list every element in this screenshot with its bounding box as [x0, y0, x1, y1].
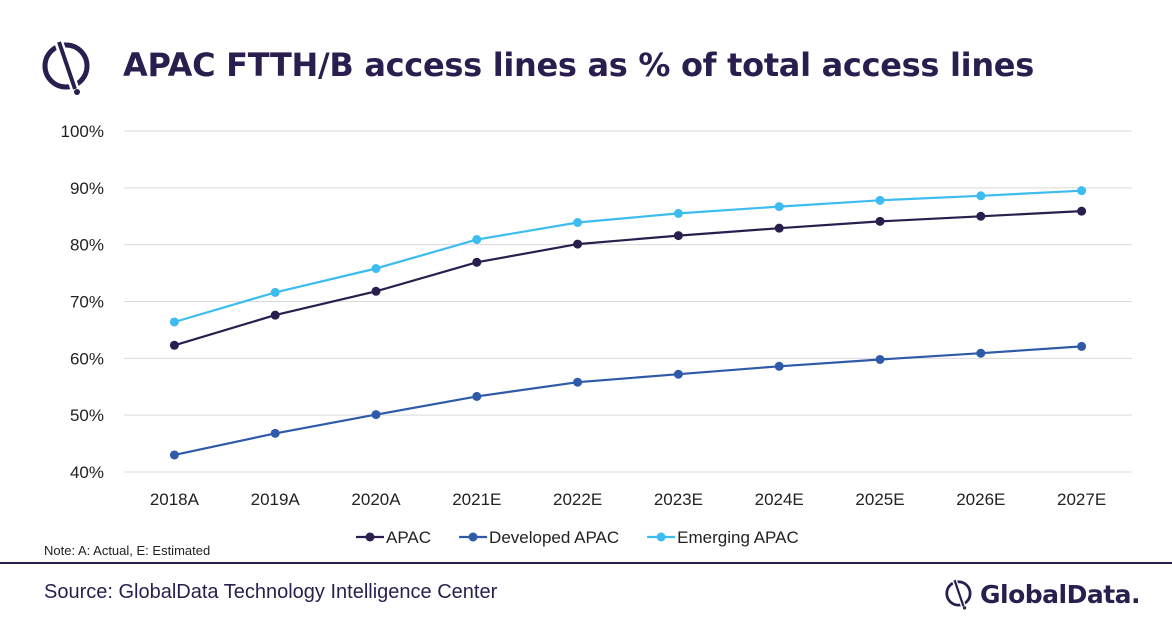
- chart-legend: APAC Developed APAC Emerging APAC: [356, 528, 799, 547]
- globaldata-logo-icon: [42, 38, 90, 95]
- chart-grid: [124, 130, 1132, 473]
- data-point: [169, 450, 179, 460]
- chart-title: APAC FTTH/B access lines as % of total a…: [123, 46, 1034, 84]
- x-tick-label: 2022E: [553, 490, 602, 509]
- y-tick-label: 100%: [61, 122, 104, 141]
- data-point: [673, 208, 683, 218]
- x-axis-ticks: 2018A 2019A 2020A 2021E 2022E 2023E 2024E 2025E…: [150, 490, 1106, 509]
- data-point: [270, 310, 280, 320]
- y-tick-label: 70%: [70, 293, 104, 312]
- footer-divider: [0, 562, 1172, 564]
- data-point: [371, 410, 381, 420]
- x-tick-label: 2018A: [150, 490, 200, 509]
- y-tick-label: 60%: [70, 349, 104, 368]
- data-point: [774, 223, 784, 233]
- data-point: [875, 354, 885, 364]
- data-point: [472, 391, 482, 401]
- globaldata-logo-icon: [945, 578, 972, 610]
- x-tick-label: 2025E: [855, 490, 904, 509]
- legend-marker: [656, 532, 666, 542]
- data-point: [1077, 186, 1087, 196]
- legend-marker: [365, 532, 375, 542]
- data-point: [976, 191, 986, 201]
- y-tick-label: 80%: [70, 236, 104, 255]
- data-point: [673, 369, 683, 379]
- y-tick-label: 90%: [70, 179, 104, 198]
- y-axis-ticks: 40% 50% 60% 70% 80% 90% 100%: [61, 122, 104, 482]
- data-point: [875, 195, 885, 205]
- data-point: [673, 231, 683, 241]
- series-line: [174, 345, 1082, 456]
- data-point: [169, 340, 179, 350]
- data-point: [169, 317, 179, 327]
- legend-label: Emerging APAC: [677, 528, 799, 547]
- series-lines: [174, 189, 1082, 456]
- data-point: [270, 428, 280, 438]
- x-tick-label: 2026E: [956, 490, 1005, 509]
- data-point: [573, 377, 583, 387]
- data-point: [875, 216, 885, 226]
- series-line: [174, 210, 1082, 347]
- data-point: [1077, 206, 1087, 216]
- brand-name: GlobalData.: [980, 579, 1141, 609]
- source-text: Source: GlobalData Technology Intelligen…: [44, 581, 498, 603]
- chart-note: Note: A: Actual, E: Estimated: [44, 543, 211, 558]
- data-point: [976, 348, 986, 358]
- data-point: [573, 218, 583, 228]
- series-line: [174, 189, 1082, 324]
- y-tick-label: 50%: [70, 406, 104, 425]
- x-tick-label: 2027E: [1057, 490, 1106, 509]
- x-tick-label: 2023E: [654, 490, 703, 509]
- data-point: [371, 286, 381, 296]
- footer-brand: GlobalData.: [944, 574, 1141, 614]
- y-tick-label: 40%: [70, 463, 104, 482]
- x-tick-label: 2021E: [452, 490, 501, 509]
- data-point: [472, 257, 482, 267]
- data-point: [270, 287, 280, 297]
- x-tick-label: 2020A: [351, 490, 401, 509]
- data-point: [371, 264, 381, 274]
- series-points: [169, 186, 1087, 460]
- data-point: [573, 239, 583, 249]
- data-point: [1077, 341, 1087, 351]
- data-point: [774, 361, 784, 371]
- legend-marker: [468, 532, 478, 542]
- x-tick-label: 2024E: [755, 490, 804, 509]
- data-point: [774, 202, 784, 212]
- legend-label: Developed APAC: [489, 528, 619, 547]
- x-tick-label: 2019A: [251, 490, 301, 509]
- data-point: [976, 211, 986, 221]
- data-point: [472, 235, 482, 245]
- legend-label: APAC: [386, 528, 431, 547]
